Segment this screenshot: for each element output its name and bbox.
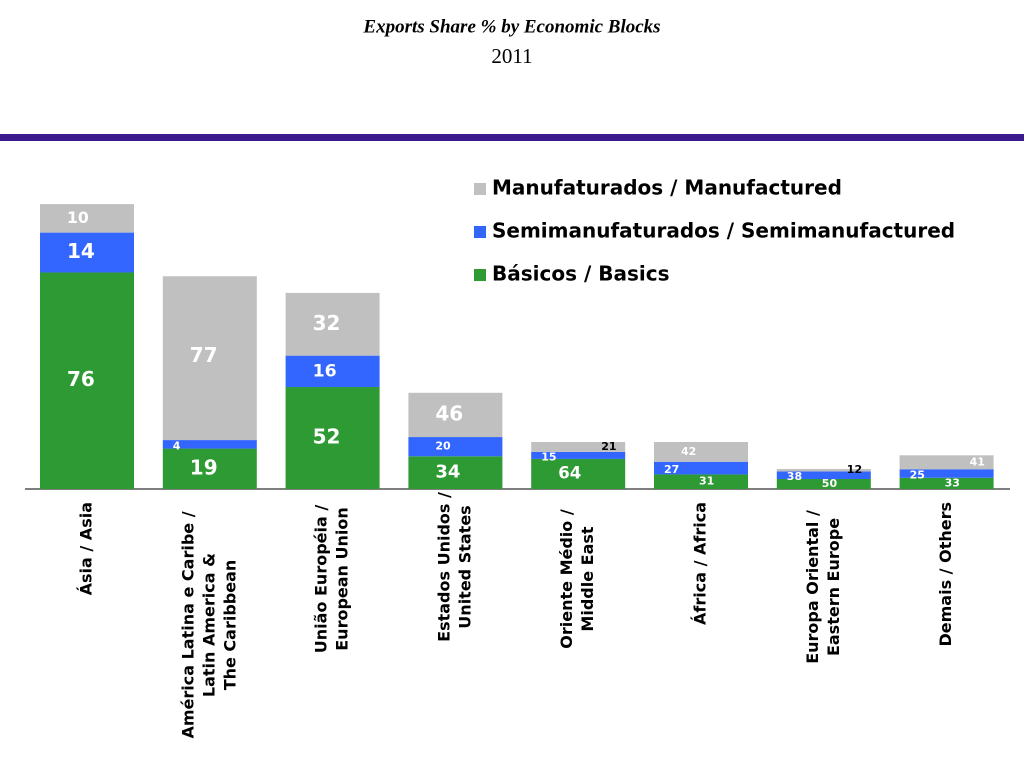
data-label: 33 [945,476,960,489]
x-tick-label: United States [455,505,474,628]
bar-segment [776,479,871,489]
data-label: 50 [822,477,838,490]
data-label: 64 [558,463,581,482]
bar-segment [776,471,871,480]
bar-segment [40,204,134,233]
x-tick-label: Eastern Europe [824,518,843,656]
bar-segment [408,456,503,489]
x-tick-label: Oriente Médio / [557,509,576,649]
bar-segment [531,442,626,452]
bar-segment [285,355,380,388]
legend-swatch [474,226,486,238]
bar-segment [40,232,134,273]
data-label: 52 [313,425,341,449]
x-tick-label: Ásia / Asia [77,502,96,595]
x-tick-label: União Européia / [312,505,331,654]
bar-segment [899,455,994,470]
data-label: 25 [910,469,925,482]
data-label: 31 [699,475,714,488]
bar-segment [654,461,748,475]
bar-segment [408,392,503,438]
bar-segment [285,387,380,489]
legend-swatch [474,183,486,195]
data-label: 20 [435,440,451,453]
x-tick-label: Demais / Others [936,502,955,647]
bar-segment [408,437,503,457]
data-label: 16 [313,361,337,381]
data-label: 10 [67,208,89,227]
data-label: 76 [67,367,95,391]
bar-segment [531,451,626,459]
bar-segment [654,474,748,489]
chart-title: Exports Share % by Economic Blocks [362,16,660,37]
bar-segment [776,469,871,472]
bar-segment [162,276,257,441]
x-tick-label: América Latina e Caribe / [178,511,197,738]
chart-subtitle: 2011 [491,44,532,68]
data-label: 27 [664,463,679,476]
data-label: 42 [681,445,696,458]
data-label: 77 [190,343,218,367]
bar-segment [285,292,380,356]
x-tick-label: Latin America & [199,553,218,697]
data-label: 41 [970,455,985,468]
data-label: 12 [847,463,862,476]
data-label: 21 [601,440,616,453]
data-label: 4 [173,439,181,452]
legend-label: Básicos / Basics [492,262,670,286]
bar-segment [899,469,994,478]
bar-segment [531,458,626,489]
legend-label: Semimanufaturados / Semimanufactured [492,219,955,243]
x-tick-label: África / Africa [691,502,710,625]
bar-segment [40,272,134,489]
data-label: 32 [313,311,341,335]
bar-segment [899,477,994,489]
legend-swatch [474,269,486,281]
x-tick-label: Middle East [578,526,597,631]
x-tick-label: The Caribbean [220,560,239,691]
divider [0,134,1024,141]
x-tick-label: Europa Oriental / [803,510,822,664]
data-label: 38 [787,470,802,483]
data-label: 14 [67,239,95,263]
data-label: 34 [435,462,460,483]
x-tick-label: European Union [333,507,352,651]
bar-segment [654,442,748,462]
data-label: 46 [435,401,463,425]
data-label: 19 [190,455,218,479]
bar-segment [162,448,257,489]
x-tick-label: Estados Unidos / [434,492,453,642]
data-label: 15 [541,450,556,463]
bar-segment [162,440,257,449]
legend-label: Manufaturados / Manufactured [492,176,842,200]
